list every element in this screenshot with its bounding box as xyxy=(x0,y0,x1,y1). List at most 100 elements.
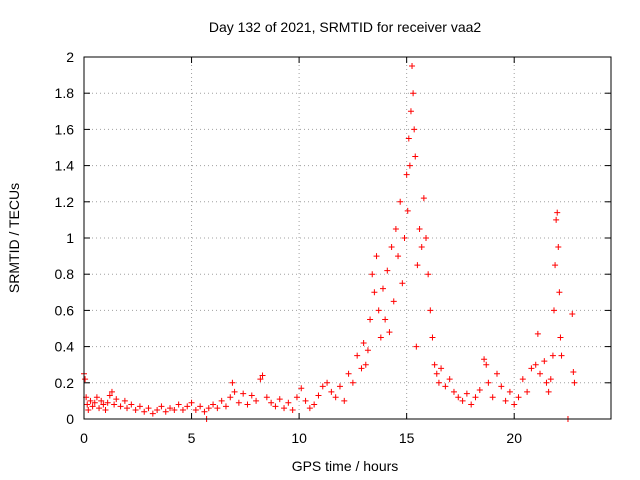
data-point xyxy=(524,388,531,395)
data-point xyxy=(240,390,247,397)
data-point xyxy=(87,397,94,404)
data-point xyxy=(386,329,393,336)
data-point xyxy=(281,405,288,412)
data-point xyxy=(489,394,496,401)
data-point xyxy=(324,379,331,386)
data-point xyxy=(349,379,356,386)
data-point xyxy=(429,334,436,341)
data-point xyxy=(289,406,296,413)
data-point xyxy=(360,339,367,346)
chart-title: Day 132 of 2021, SRMTID for receiver vaa… xyxy=(209,19,482,35)
data-point xyxy=(515,394,522,401)
y-tick-label: 0 xyxy=(66,411,74,427)
data-point xyxy=(401,235,408,241)
data-point xyxy=(455,394,462,401)
data-point xyxy=(399,280,406,287)
data-point xyxy=(272,403,279,410)
data-point xyxy=(534,330,541,337)
data-point xyxy=(423,235,430,241)
data-point xyxy=(433,370,440,377)
data-point xyxy=(570,368,577,375)
data-points xyxy=(81,63,578,422)
data-point xyxy=(229,379,236,386)
x-tick-label: 10 xyxy=(291,430,307,446)
data-point xyxy=(392,225,399,232)
y-tick-label: 0.6 xyxy=(55,302,75,318)
data-point xyxy=(222,403,229,410)
data-point xyxy=(511,401,518,408)
data-point xyxy=(315,392,322,399)
x-tick-label: 0 xyxy=(80,430,88,446)
data-point xyxy=(104,399,111,406)
data-point xyxy=(248,392,255,399)
data-point xyxy=(145,405,152,412)
data-point xyxy=(106,392,113,399)
data-point xyxy=(431,361,438,368)
y-tick-label: 0.2 xyxy=(55,375,75,391)
plot-frame xyxy=(83,56,612,420)
data-point xyxy=(113,396,120,403)
data-point xyxy=(336,383,343,390)
data-point xyxy=(569,311,576,318)
data-point xyxy=(192,406,199,413)
data-point xyxy=(519,376,526,383)
data-point xyxy=(319,383,326,390)
data-point xyxy=(493,370,500,377)
data-point xyxy=(82,376,89,383)
data-point xyxy=(412,153,419,160)
data-point xyxy=(227,394,234,401)
x-tick-label: 5 xyxy=(188,430,196,446)
data-point xyxy=(571,379,578,386)
data-point xyxy=(375,307,382,314)
data-point xyxy=(410,90,417,97)
data-point xyxy=(528,365,535,372)
data-point xyxy=(214,405,221,412)
data-point xyxy=(367,316,374,323)
x-axis-label: GPS time / hours xyxy=(292,458,399,474)
data-point xyxy=(354,352,361,359)
y-tick-label: 2 xyxy=(66,49,74,65)
data-point xyxy=(293,394,300,401)
data-point xyxy=(231,388,238,395)
data-point xyxy=(263,394,270,401)
data-point xyxy=(541,358,548,365)
data-point xyxy=(332,394,339,401)
data-point xyxy=(364,347,371,354)
data-point xyxy=(306,405,313,412)
data-point xyxy=(371,289,378,296)
data-point xyxy=(205,405,212,412)
data-point xyxy=(407,108,414,115)
y-tick-label: 1.6 xyxy=(55,121,75,137)
data-point xyxy=(132,406,139,413)
data-point xyxy=(411,126,418,133)
data-point xyxy=(141,408,148,415)
data-point xyxy=(545,388,552,395)
y-tick-label: 1.4 xyxy=(55,158,75,174)
data-point xyxy=(253,397,260,404)
data-point xyxy=(154,406,161,413)
data-point xyxy=(446,376,453,383)
data-point xyxy=(418,244,425,251)
data-point xyxy=(472,394,479,401)
data-point xyxy=(427,307,434,314)
data-point xyxy=(506,388,513,395)
data-point xyxy=(397,198,404,205)
data-point xyxy=(285,399,292,406)
data-point xyxy=(197,403,204,410)
data-point xyxy=(373,253,380,260)
data-point xyxy=(377,334,384,341)
data-point xyxy=(420,195,427,202)
data-point xyxy=(438,365,445,372)
data-point xyxy=(179,406,186,413)
data-point xyxy=(549,352,556,359)
data-point xyxy=(162,408,169,415)
data-point xyxy=(547,376,554,383)
data-point xyxy=(124,405,131,412)
data-point xyxy=(502,397,509,404)
data-point xyxy=(485,379,492,386)
data-point xyxy=(167,405,174,412)
y-tick-label: 0.4 xyxy=(55,339,75,355)
data-point xyxy=(556,289,563,296)
x-tick-label: 20 xyxy=(506,430,522,446)
y-tick-label: 1.2 xyxy=(55,194,75,210)
